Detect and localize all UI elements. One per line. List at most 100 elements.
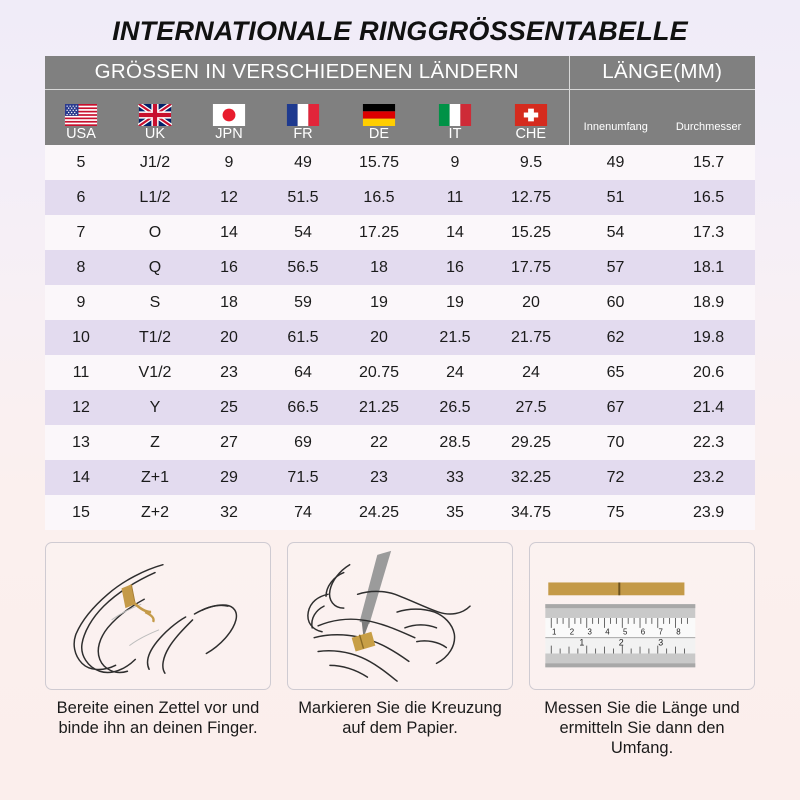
instruction-caption-1: Bereite einen Zettel vor und binde ihn a… [56, 699, 260, 737]
header-cell-it: IT [417, 89, 493, 145]
cell-che: 32.25 [493, 460, 570, 495]
cell-fr: 56.5 [265, 250, 341, 285]
table-header-flags-row: USA UK [45, 89, 756, 145]
cell-de: 15.75 [341, 145, 417, 180]
country-label-fr: FR [293, 126, 313, 142]
flag-japan-icon [212, 104, 246, 126]
paper-strip [548, 582, 685, 596]
cell-usa: 10 [45, 320, 117, 355]
cell-durchmesser: 23.2 [662, 460, 756, 495]
cell-usa: 8 [45, 250, 117, 285]
cell-uk: L1/2 [117, 180, 193, 215]
table-body: 5 J1/2 9 49 15.75 9 9.5 49 15.7 6 L1/2 1… [45, 145, 756, 530]
cell-it: 26.5 [417, 390, 493, 425]
cell-fr: 71.5 [265, 460, 341, 495]
cell-che: 27.5 [493, 390, 570, 425]
instruction-caption-2: Markieren Sie die Kreuzung auf dem Papie… [298, 699, 502, 737]
cell-jpn: 25 [193, 390, 265, 425]
flag-uk-icon [138, 104, 172, 126]
table-row: 5 J1/2 9 49 15.75 9 9.5 49 15.7 [45, 145, 756, 180]
header-cell-fr: FR [265, 89, 341, 145]
ruler-cm-tick: 4 [605, 628, 610, 637]
table-row: 13 Z 27 69 22 28.5 29.25 70 22.3 [45, 425, 756, 460]
ruler-cm-tick: 2 [570, 628, 574, 637]
country-label-che: CHE [515, 126, 547, 142]
cell-jpn: 29 [193, 460, 265, 495]
table-header-group-row: GRÖSSEN IN VERSCHIEDENEN LÄNDERN LÄNGE(M… [45, 56, 756, 90]
cell-innenumfang: 54 [569, 215, 663, 250]
header-cell-che: CHE [493, 89, 570, 145]
table-row: 9 S 18 59 19 19 20 60 18.9 [45, 285, 756, 320]
cell-usa: 9 [45, 285, 117, 320]
ruler-inch-tick: 1 [579, 638, 584, 648]
cell-jpn: 9 [193, 145, 265, 180]
header-cell-usa: USA [45, 89, 117, 145]
paper-strip [121, 584, 155, 623]
cell-jpn: 20 [193, 320, 265, 355]
paper-strip [351, 631, 376, 652]
illustration-box-2 [287, 542, 513, 690]
cell-de: 20 [341, 320, 417, 355]
ring-size-table-wrap: GRÖSSEN IN VERSCHIEDENEN LÄNDERN LÄNGE(M… [45, 56, 756, 530]
cell-innenumfang: 65 [569, 355, 663, 390]
cell-innenumfang: 75 [569, 495, 663, 530]
ruler-inch-tick: 3 [658, 638, 663, 648]
cell-durchmesser: 18.9 [662, 285, 756, 320]
ruler-cm-tick: 6 [641, 628, 646, 637]
page-title: INTERNATIONALE RINGGRÖSSENTABELLE [112, 16, 688, 46]
cell-fr: 61.5 [265, 320, 341, 355]
cell-usa: 13 [45, 425, 117, 460]
cell-che: 24 [493, 355, 570, 390]
cell-che: 15.25 [493, 215, 570, 250]
cell-che: 21.75 [493, 320, 570, 355]
cell-che: 12.75 [493, 180, 570, 215]
cell-che: 17.75 [493, 250, 570, 285]
ruler: 1 2 3 4 5 6 7 8 [545, 604, 696, 668]
flag-switzerland-icon [514, 104, 547, 126]
cell-innenumfang: 57 [569, 250, 663, 285]
cell-de: 21.25 [341, 390, 417, 425]
cell-jpn: 14 [193, 215, 265, 250]
cell-durchmesser: 15.7 [662, 145, 756, 180]
cell-innenumfang: 72 [569, 460, 663, 495]
header-label-innenumfang: Innenumfang [583, 121, 648, 133]
cell-durchmesser: 19.8 [662, 320, 756, 355]
table-row: 10 T1/2 20 61.5 20 21.5 21.75 62 19.8 [45, 320, 756, 355]
cell-uk: V1/2 [117, 355, 193, 390]
cell-de: 19 [341, 285, 417, 320]
cell-jpn: 27 [193, 425, 265, 460]
header-cell-de: DE [341, 89, 417, 145]
cell-durchmesser: 20.6 [662, 355, 756, 390]
flag-germany-icon [362, 104, 396, 126]
header-cell-uk: UK [117, 89, 193, 145]
cell-de: 20.75 [341, 355, 417, 390]
cell-uk: Y [117, 390, 193, 425]
cell-uk: J1/2 [117, 145, 193, 180]
instruction-caption-3: Messen Sie die Länge und ermitteln Sie d… [544, 699, 740, 757]
ruler-measuring-strip-icon: 1 2 3 4 5 6 7 8 [545, 582, 696, 668]
header-label-durchmesser: Durchmesser [675, 121, 742, 133]
ruler-cm-tick: 3 [588, 628, 593, 637]
illustration-box-1 [45, 542, 271, 690]
cell-durchmesser: 18.1 [662, 250, 756, 285]
cell-durchmesser: 16.5 [662, 180, 756, 215]
cell-uk: O [117, 215, 193, 250]
cell-durchmesser: 22.3 [662, 425, 756, 460]
cell-fr: 49 [265, 145, 341, 180]
cell-uk: Z+1 [117, 460, 193, 495]
cell-jpn: 18 [193, 285, 265, 320]
ruler-cm-tick: 8 [676, 628, 681, 637]
cell-innenumfang: 70 [569, 425, 663, 460]
cell-che: 20 [493, 285, 570, 320]
cell-durchmesser: 21.4 [662, 390, 756, 425]
header-cell-jpn: JPN [193, 89, 265, 145]
cell-de: 24.25 [341, 495, 417, 530]
cell-jpn: 16 [193, 250, 265, 285]
country-label-it: IT [448, 126, 462, 142]
table-row: 6 L1/2 12 51.5 16.5 11 12.75 51 16.5 [45, 180, 756, 215]
country-label-jpn: JPN [215, 126, 243, 142]
cell-usa: 14 [45, 460, 117, 495]
table-row: 11 V1/2 23 64 20.75 24 24 65 20.6 [45, 355, 756, 390]
country-label-de: DE [368, 126, 390, 142]
flag-italy-icon [438, 104, 472, 126]
